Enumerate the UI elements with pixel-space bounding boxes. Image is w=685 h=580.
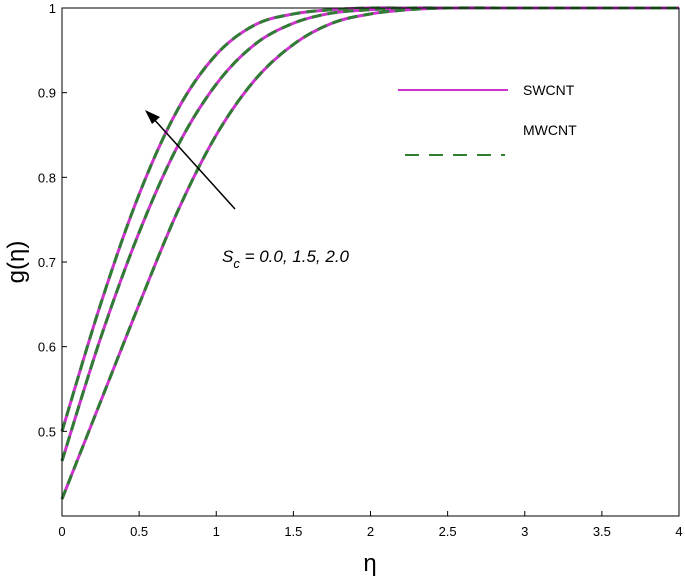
x-tick-label: 0 — [58, 524, 65, 539]
x-tick-label: 3 — [521, 524, 528, 539]
legend-mwcnt-label: MWCNT — [523, 122, 577, 138]
y-tick-label: 0.5 — [38, 424, 56, 439]
annotation-arrow-shaft — [151, 116, 236, 210]
x-tick-label: 1 — [213, 524, 220, 539]
annotation-arrow-head — [145, 110, 160, 124]
legend: SWCNT MWCNT — [398, 82, 577, 156]
x-tick-label: 4 — [675, 524, 682, 539]
annotation-label: Sc = 0.0, 1.5, 2.0 — [222, 247, 350, 271]
y-tick-label: 0.7 — [38, 255, 56, 270]
y-tick-label: 0.6 — [38, 340, 56, 355]
x-tick-label: 0.5 — [130, 524, 148, 539]
y-tick-label: 0.8 — [38, 170, 56, 185]
x-tick-label: 3.5 — [593, 524, 611, 539]
y-axis-title: g(η) — [3, 241, 30, 284]
annotation-symbol: S — [222, 247, 234, 266]
y-tick-label: 0.9 — [38, 86, 56, 101]
x-tick-label: 2.5 — [439, 524, 457, 539]
y-tick-label: 1 — [49, 1, 56, 16]
annotation: Sc = 0.0, 1.5, 2.0 — [145, 110, 350, 271]
annotation-values: = 0.0, 1.5, 2.0 — [240, 247, 350, 266]
x-axis-title: η — [363, 550, 376, 577]
legend-swcnt-label: SWCNT — [523, 82, 575, 98]
annotation-subscript: c — [233, 256, 240, 271]
ticks: 0 0.5 1 1.5 2 2.5 3 3.5 4 0.5 0.6 0.7 0.8 0.9 1 — [38, 1, 683, 539]
x-tick-label: 1.5 — [284, 524, 302, 539]
x-tick-label: 2 — [367, 524, 374, 539]
